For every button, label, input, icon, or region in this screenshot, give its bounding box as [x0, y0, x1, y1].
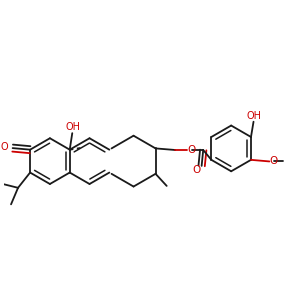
Text: OH: OH [247, 111, 262, 121]
Text: O: O [187, 145, 196, 155]
Text: O: O [269, 156, 277, 166]
Text: OH: OH [65, 122, 80, 132]
Text: O: O [1, 142, 8, 152]
Text: O: O [193, 165, 201, 175]
